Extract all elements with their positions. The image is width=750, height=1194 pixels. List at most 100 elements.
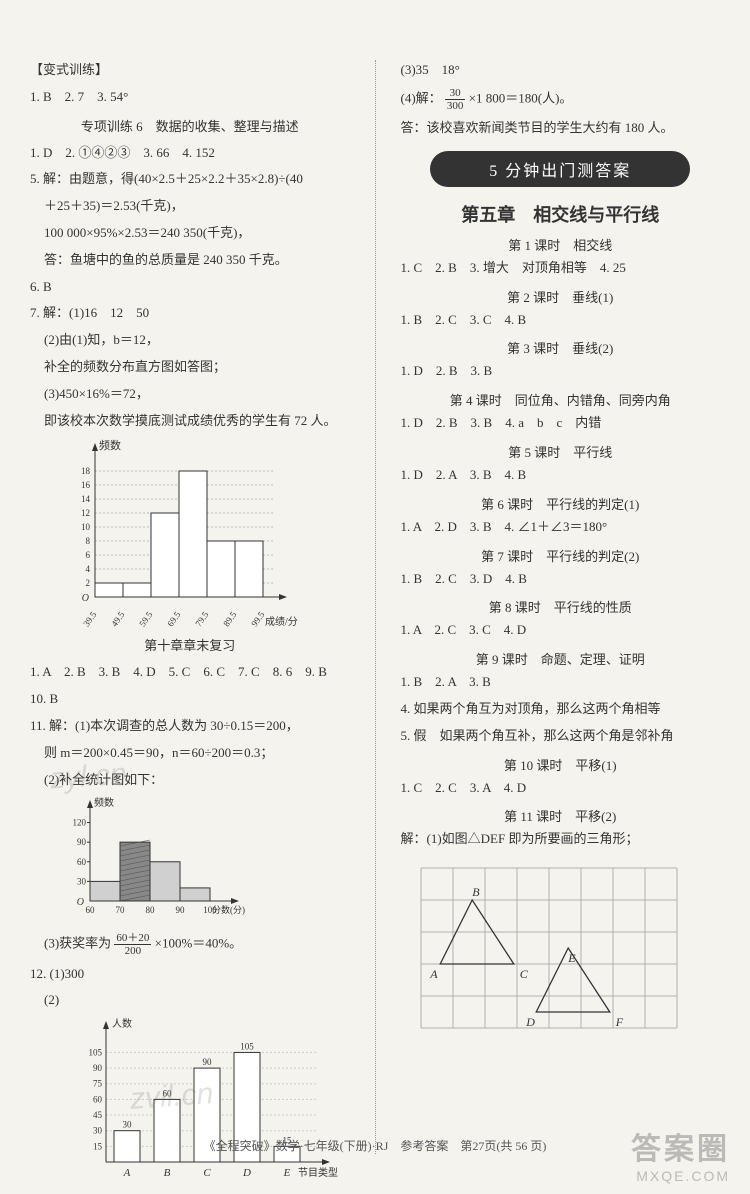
brand-watermark: 答案圈 MXQE.COM (631, 1124, 730, 1184)
svg-text:B: B (472, 885, 480, 899)
histogram-1: 24681012141618频数O39.549.559.569.579.589.… (50, 437, 350, 627)
lesson1-title: 第 1 课时 相交线 (401, 235, 721, 254)
svg-text:75: 75 (93, 1079, 103, 1089)
bar-chart: 15304560759010530A60B90C105D15E人数节目类型 (70, 1017, 350, 1187)
special6-line5: 答：鱼塘中的鱼的总质量是 240 350 千克。 (30, 250, 350, 271)
q11b: 则 m＝200×0.45＝90，n＝60÷200＝0.3； (30, 743, 350, 764)
svg-text:105: 105 (240, 1042, 254, 1052)
q7e: 即该校本次数学摸底测试成绩优秀的学生有 72 人。 (30, 411, 350, 432)
lesson3-title: 第 3 课时 垂线(2) (401, 338, 721, 357)
special6-line1: 1. D 2. ①④②③ 3. 66 4. 152 (30, 143, 350, 164)
brand-big: 答案圈 (631, 1124, 730, 1168)
r-top2-num: 30 (445, 87, 466, 100)
svg-text:E: E (283, 1167, 291, 1179)
right-column: (3)35 18° (4)解： 30 300 ×1 800＝180(人)。 答：… (401, 60, 721, 1154)
svg-text:30: 30 (93, 1126, 103, 1136)
q12a: 12. (1)300 (30, 964, 350, 985)
q7d: (3)450×16%＝72， (30, 384, 350, 405)
q7b: (2)由(1)知，b＝12， (30, 330, 350, 351)
lesson11-title: 第 11 课时 平移(2) (401, 806, 721, 825)
column-divider (375, 60, 376, 1154)
svg-text:人数: 人数 (112, 1017, 132, 1030)
svg-text:60: 60 (77, 857, 87, 867)
svg-text:90: 90 (77, 837, 87, 847)
svg-text:90: 90 (93, 1063, 103, 1073)
svg-text:30: 30 (123, 1120, 133, 1130)
lesson3-ans: 1. D 2. B 3. B (401, 361, 721, 382)
lesson8-ans: 1. A 2. C 3. C 4. D (401, 620, 721, 641)
svg-text:B: B (164, 1167, 171, 1179)
answers-banner: 5 分钟出门测答案 (430, 151, 690, 187)
lesson6-ans: 1. A 2. D 3. B 4. ∠1＋∠3＝180° (401, 517, 721, 538)
lesson4-title: 第 4 课时 同位角、内错角、同旁内角 (401, 390, 721, 409)
lesson1-ans: 1. C 2. B 3. 增大 对顶角相等 4. 25 (401, 258, 721, 279)
svg-text:14: 14 (81, 494, 91, 504)
brand-small: MXQE.COM (631, 1168, 730, 1184)
lesson6-title: 第 6 课时 平行线的判定(1) (401, 494, 721, 513)
svg-text:10: 10 (81, 522, 91, 532)
svg-text:4: 4 (86, 564, 91, 574)
lesson5-title: 第 5 课时 平行线 (401, 442, 721, 461)
r-top3: 答：该校喜欢新闻类节目的学生大约有 180 人。 (401, 118, 721, 139)
special6-title: 专项训练 6 数据的收集、整理与描述 (30, 116, 350, 135)
svg-text:O: O (82, 593, 89, 604)
svg-text:分数(分): 分数(分) (212, 904, 245, 915)
svg-text:105: 105 (89, 1048, 103, 1058)
lesson5-ans: 1. D 2. A 3. B 4. B (401, 465, 721, 486)
lesson2-ans: 1. B 2. C 3. C 4. B (401, 310, 721, 331)
svg-text:成绩/分: 成绩/分 (265, 615, 298, 627)
svg-text:49.5: 49.5 (109, 610, 127, 628)
special6-line4: 100 000×95%×2.53＝240 350(千克)， (30, 223, 350, 244)
page: 【变式训练】 1. B 2. 7 3. 54° 专项训练 6 数据的收集、整理与… (30, 60, 720, 1154)
svg-text:2: 2 (86, 578, 91, 588)
svg-text:39.5: 39.5 (81, 610, 99, 628)
svg-text:120: 120 (73, 818, 87, 828)
ch10-title: 第十章章末复习 (30, 635, 350, 654)
svg-text:8: 8 (86, 536, 91, 546)
svg-text:69.5: 69.5 (165, 610, 183, 628)
svg-text:59.5: 59.5 (137, 610, 155, 628)
lesson9-title: 第 9 课时 命题、定理、证明 (401, 649, 721, 668)
svg-text:80: 80 (146, 905, 156, 915)
q12b-label: (2) (44, 992, 59, 1007)
lesson4-ans: 1. D 2. B 3. B 4. a b c 内错 (401, 413, 721, 434)
left-column: 【变式训练】 1. B 2. 7 3. 54° 专项训练 6 数据的收集、整理与… (30, 60, 350, 1154)
q11d-num: 60＋20 (114, 932, 151, 945)
q6: 6. B (30, 277, 350, 298)
svg-text:D: D (242, 1167, 251, 1179)
svg-text:F: F (614, 1015, 623, 1029)
svg-text:89.5: 89.5 (221, 610, 239, 628)
svg-text:45: 45 (93, 1110, 103, 1120)
ch10-l1: 1. A 2. B 3. B 4. D 5. C 6. C 7. C 8. 6 … (30, 662, 350, 683)
ch10-l2: 10. B (30, 689, 350, 710)
svg-text:60: 60 (93, 1095, 103, 1105)
lesson11-ans: 解：(1)如图△DEF 即为所要画的三角形； (401, 829, 721, 850)
lesson2-title: 第 2 课时 垂线(1) (401, 287, 721, 306)
svg-text:18: 18 (81, 466, 91, 476)
svg-text:79.5: 79.5 (193, 610, 211, 628)
svg-text:E: E (567, 951, 576, 965)
svg-text:16: 16 (81, 480, 91, 490)
r-top2-pre: (4)解： (401, 90, 442, 105)
q11c: (2)补全统计图如下： (30, 770, 350, 791)
r-top2-den: 300 (445, 100, 466, 112)
lesson9-q5: 5. 假 如果两个角互补，那么这两个角是邻补角 (401, 726, 721, 747)
svg-text:12: 12 (81, 508, 90, 518)
lesson9-q4: 4. 如果两个角互为对顶角，那么这两个角相等 (401, 699, 721, 720)
svg-text:频数: 频数 (99, 438, 121, 452)
svg-text:节目类型: 节目类型 (298, 1166, 338, 1179)
bianshi-answers: 1. B 2. 7 3. 54° (30, 87, 350, 108)
lesson7-title: 第 7 课时 平行线的判定(2) (401, 546, 721, 565)
svg-text:O: O (77, 897, 84, 908)
lesson7-ans: 1. B 2. C 3. D 4. B (401, 569, 721, 590)
lesson8-title: 第 8 课时 平行线的性质 (401, 597, 721, 616)
svg-text:C: C (519, 967, 528, 981)
svg-text:C: C (203, 1167, 211, 1179)
q11a: 11. 解：(1)本次调查的总人数为 30÷0.15＝200， (30, 716, 350, 737)
r-top2: (4)解： 30 300 ×1 800＝180(人)。 (401, 87, 721, 112)
svg-text:D: D (525, 1015, 535, 1029)
special6-line3: ＋25＋35)＝2.53(千克)， (30, 196, 350, 217)
svg-text:60: 60 (163, 1089, 173, 1099)
svg-text:60: 60 (86, 905, 96, 915)
special6-line2: 5. 解：由题意，得(40×2.5＋25×2.2＋35×2.8)÷(40 (30, 169, 350, 190)
